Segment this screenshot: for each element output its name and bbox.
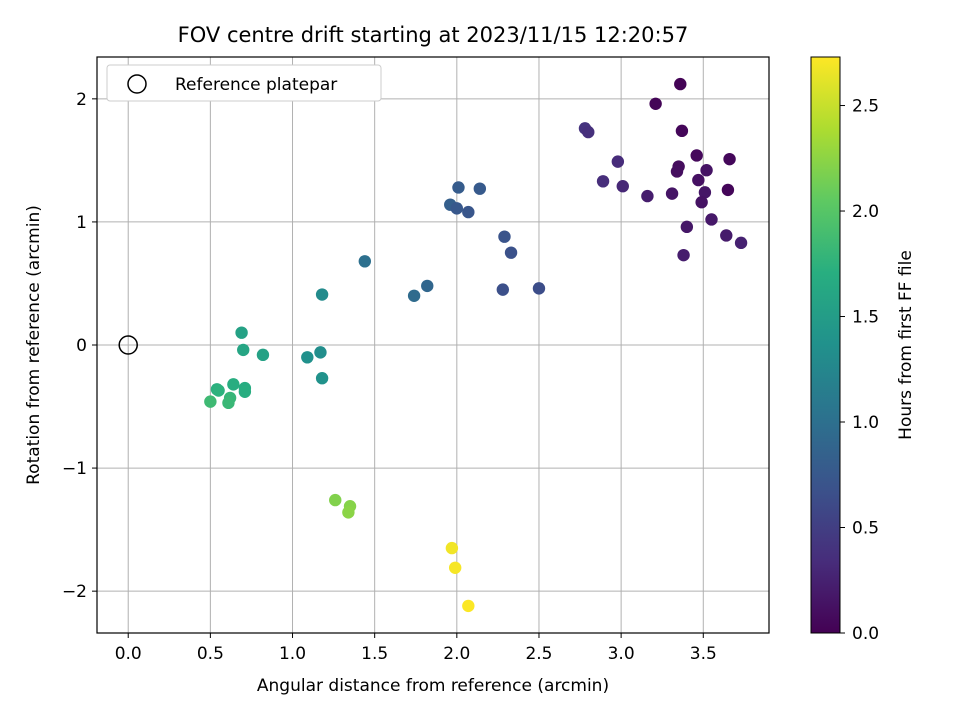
data-point	[256, 348, 270, 362]
data-point	[675, 124, 689, 138]
data-point	[504, 246, 518, 259]
data-point	[237, 343, 250, 357]
data-point	[611, 155, 625, 168]
data-point	[692, 173, 705, 187]
data-point	[212, 384, 225, 397]
data-point	[677, 248, 690, 262]
x-axis-label: Angular distance from reference (arcmin)	[257, 676, 609, 696]
y-tick-label: 0	[76, 336, 87, 356]
data-point	[314, 346, 327, 359]
data-point	[448, 561, 462, 574]
data-point	[421, 279, 434, 293]
data-point	[407, 289, 421, 302]
data-point	[616, 180, 629, 193]
y-tick-label: −2	[62, 582, 87, 602]
data-point	[532, 282, 546, 295]
legend-label: Reference platepar	[175, 75, 337, 95]
x-tick-label: 2.5	[525, 644, 552, 664]
data-point	[700, 164, 713, 177]
data-point	[204, 395, 217, 408]
colorbar-label: Hours from first FF file	[896, 250, 916, 440]
data-point	[734, 236, 748, 250]
y-tick-label: −1	[62, 459, 87, 479]
colorbar-tick-label: 1.0	[852, 413, 879, 433]
data-point	[596, 175, 610, 188]
data-point	[705, 213, 718, 226]
y-axis-label: Rotation from reference (arcmin)	[24, 205, 44, 485]
data-point	[315, 288, 329, 301]
colorbar-tick-label: 0.5	[852, 519, 879, 539]
data-point	[498, 230, 511, 243]
data-point	[301, 351, 314, 364]
data-point	[462, 205, 475, 219]
data-point	[222, 396, 235, 410]
data-point	[649, 97, 662, 110]
colorbar-tick-label: 2.0	[852, 202, 879, 222]
reference-marker	[118, 335, 138, 355]
x-tick-label: 0.5	[197, 644, 224, 664]
data-point	[238, 385, 252, 398]
legend-box	[106, 64, 382, 102]
x-tick-label: 1.0	[279, 644, 306, 664]
data-point	[342, 506, 355, 519]
legend: Reference platepar	[106, 64, 382, 102]
data-point	[358, 255, 372, 268]
x-tick-label: 0.0	[115, 644, 142, 664]
data-point	[723, 152, 736, 166]
colorbar-ticks: 0.0 0.5 1.0 1.5 2.0 2.5	[840, 97, 879, 644]
data-point	[695, 196, 708, 209]
colorbar-gradient	[810, 56, 841, 634]
data-point	[720, 229, 733, 242]
x-tick-label: 3.0	[608, 644, 635, 664]
data-point	[674, 77, 687, 91]
data-point	[496, 283, 510, 296]
data-point	[445, 541, 459, 555]
data-point	[680, 220, 694, 234]
data-point	[315, 372, 329, 385]
data-point	[452, 181, 465, 194]
data-point	[670, 165, 684, 178]
data-point	[450, 202, 464, 215]
x-axis-ticks: 0.0 0.5 1.0 1.5 2.0 2.5 3.0 3.5	[115, 633, 717, 664]
legend-marker-icon	[127, 74, 147, 94]
data-point	[721, 183, 735, 197]
y-axis-ticks: −2 −1 0 1 2	[62, 90, 97, 602]
data-point	[690, 149, 703, 162]
x-tick-label: 3.5	[690, 644, 717, 664]
y-tick-label: 1	[76, 213, 87, 233]
data-points	[204, 77, 748, 613]
x-tick-label: 2.0	[443, 644, 470, 664]
data-point	[698, 186, 712, 199]
data-point	[582, 125, 595, 139]
chart-title: FOV centre drift starting at 2023/11/15 …	[178, 23, 689, 47]
colorbar-tick-label: 2.5	[852, 97, 879, 117]
y-tick-label: 2	[76, 90, 87, 110]
data-point	[641, 189, 654, 203]
data-point	[329, 493, 342, 507]
data-point	[462, 599, 475, 613]
colorbar-tick-label: 0.0	[852, 624, 879, 644]
colorbar: 0.0 0.5 1.0 1.5 2.0 2.5 Hours from first FF f…	[810, 56, 916, 644]
grid	[97, 57, 769, 633]
data-point	[473, 182, 487, 195]
colorbar-tick-label: 1.5	[852, 308, 879, 328]
data-point	[665, 187, 679, 200]
data-point	[235, 326, 248, 339]
x-tick-label: 1.5	[361, 644, 388, 664]
data-point	[227, 378, 240, 391]
